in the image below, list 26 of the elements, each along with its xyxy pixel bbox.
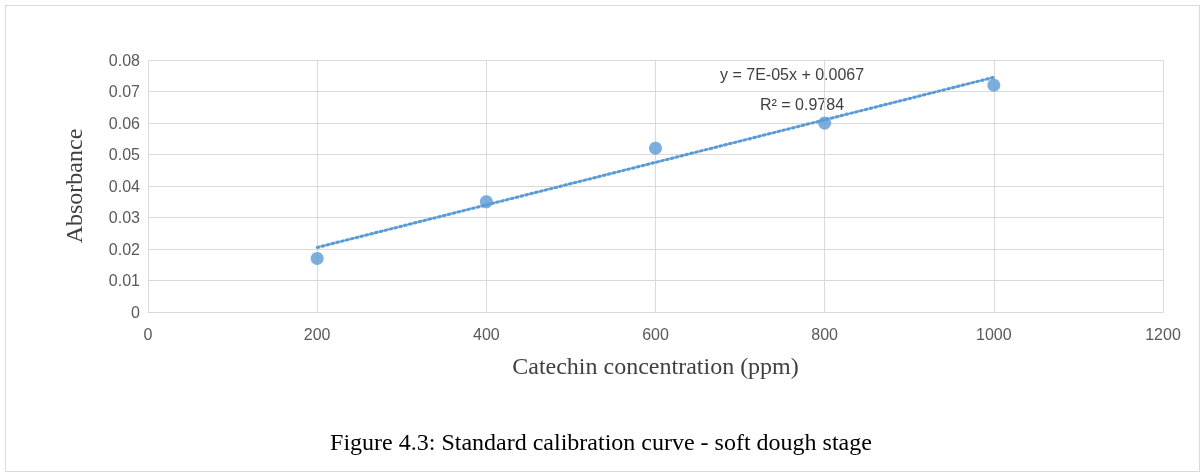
y-tick-label: 0.07 bbox=[108, 83, 141, 100]
x-axis-title: Catechin concentration (ppm) bbox=[512, 353, 799, 379]
annotation: y = 7E-05x + 0.0067 bbox=[720, 65, 865, 83]
y-tick-label: 0.01 bbox=[108, 272, 141, 289]
x-tick-label: 200 bbox=[303, 325, 331, 343]
point bbox=[818, 116, 832, 130]
y-tick-label: 0.02 bbox=[108, 240, 141, 258]
x-tick-label: 0 bbox=[143, 325, 153, 343]
x-tick-label: 400 bbox=[472, 325, 500, 343]
x-tick-label: 600 bbox=[642, 325, 669, 343]
point bbox=[649, 141, 662, 155]
annotation: R² = 0.9784 bbox=[760, 95, 845, 113]
point bbox=[479, 195, 493, 209]
point bbox=[310, 251, 324, 265]
x-tick-label: 800 bbox=[811, 325, 839, 343]
x-tick-label: 1200 bbox=[1145, 325, 1181, 343]
y-tick-label: 0.04 bbox=[108, 177, 141, 195]
text: Figure 4.3: Standard calibration curve - soft dough stage bbox=[330, 429, 872, 455]
y-tick-label: 0.03 bbox=[108, 209, 141, 226]
y-tick-label: 0 bbox=[131, 303, 141, 321]
y-axis-title: Absorbance bbox=[61, 128, 87, 244]
x-tick-label: 1000 bbox=[976, 325, 1012, 343]
y-tick-label: 0.06 bbox=[108, 114, 141, 132]
point bbox=[987, 78, 1001, 92]
y-tick-label: 0.08 bbox=[108, 51, 141, 69]
y-tick-label: 0.05 bbox=[108, 146, 141, 163]
